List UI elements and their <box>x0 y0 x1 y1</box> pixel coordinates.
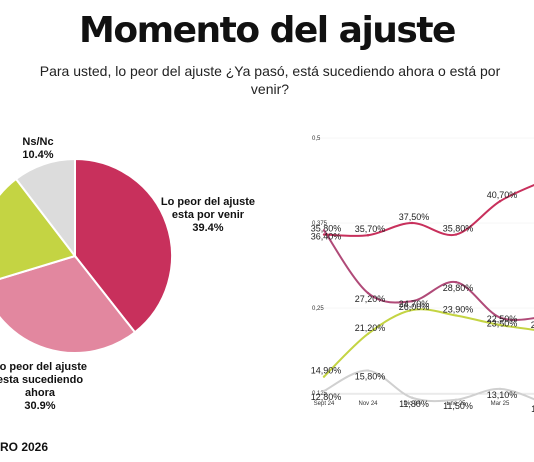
series-3-point-1 <box>366 369 370 372</box>
pie-label-por-venir: Lo peor del ajuste esta por venir 39.4% <box>160 196 256 235</box>
pie-slice-1 <box>0 254 137 354</box>
series-3-point-3 <box>454 398 458 401</box>
footer-source: RO 2026 <box>0 440 49 454</box>
x-tick-label-1: Nov 24 <box>358 401 378 407</box>
pie-slice-3 <box>14 157 76 259</box>
pie-label-ahora: Lo peor del ajuste esta sucediendo ahora… <box>0 361 90 413</box>
pie-slice-2 <box>0 177 77 280</box>
series-0-point-1 <box>366 234 370 237</box>
series-3-label-0: 12,80% <box>311 392 342 402</box>
series-3-point-0 <box>322 389 326 393</box>
page-title: Momento del ajuste <box>79 10 456 51</box>
x-tick-label-0: Sept 24 <box>314 401 335 407</box>
pie-label-nsnc-value: 10.4% <box>22 149 54 161</box>
pie-label-por-venir-value: 39.4% <box>192 222 224 234</box>
y-tick-label-3: 0,125 <box>312 391 328 397</box>
series-2-point-1 <box>366 332 370 336</box>
series-line-1 <box>323 229 534 321</box>
series-3-label-5: 11,00% <box>531 404 534 414</box>
series-0-point-3 <box>454 233 458 236</box>
pie-slice-0 <box>74 157 173 334</box>
series-0-label-2: 37,50% <box>399 212 430 222</box>
series-2-label-0: 14,90% <box>311 366 342 376</box>
series-1-label-0: 36,40% <box>311 231 342 241</box>
line-chart: 0,5 0,375 0,25 0,125 Sept 24 Nov 24 Dic 24 Ene … <box>311 136 534 414</box>
y-tick-label-0: 0,5 <box>312 136 321 142</box>
x-tick-label-4: Mar 25 <box>491 401 510 407</box>
series-3-label-4: 13,10% <box>487 390 518 400</box>
series-1-label-1: 27,20% <box>355 294 386 304</box>
series-0-point-0 <box>322 233 326 236</box>
pie-chart <box>0 157 173 354</box>
series-2-point-4 <box>498 323 502 327</box>
series-1-label-3: 28,80% <box>443 283 474 293</box>
series-1-point-0 <box>322 229 326 232</box>
y-tick-label-2: 0,25 <box>312 306 324 312</box>
series-1-point-2 <box>410 300 414 303</box>
series-2-point-2 <box>410 308 414 312</box>
series-0-label-0: 35,80% <box>311 224 342 234</box>
pie-label-ahora-value: 30.9% <box>24 400 56 412</box>
series-3-point-4 <box>498 387 502 391</box>
series-2-label-1: 21,20% <box>355 323 386 333</box>
series-3-label-3: 11,50% <box>443 401 473 411</box>
series-1-label-4: 23,60% <box>487 319 518 329</box>
pie-label-nsnc-name: Ns/Nc <box>22 136 54 148</box>
x-tick-label-3: Ene 25 <box>446 401 466 407</box>
series-1-label-2: 26,00% <box>399 302 430 312</box>
series-2-label-3: 23,90% <box>443 304 474 314</box>
series-2-label-5: 21,60% <box>531 320 534 330</box>
series-line-0 <box>323 183 534 237</box>
pie-label-nsnc: Ns/Nc 10.4% <box>18 136 58 162</box>
series-2-point-0 <box>322 375 326 378</box>
series-0-point-4 <box>498 200 502 203</box>
series-0-label-3: 35,80% <box>443 224 474 234</box>
pie-label-ahora-name: Lo peor del ajuste esta sucediendo ahora <box>0 361 88 399</box>
series-1-point-1 <box>366 291 370 295</box>
series-line-2 <box>323 308 534 378</box>
series-0-label-4: 40,70% <box>487 190 518 200</box>
series-1-point-3 <box>454 280 458 284</box>
series-3-label-1: 15,80% <box>355 372 386 382</box>
series-1-point-4 <box>498 316 502 319</box>
series-0-point-2 <box>410 221 414 225</box>
series-2-label-2: 24,70% <box>399 299 430 309</box>
series-2-label-4: 22,50% <box>487 314 518 324</box>
series-2-point-3 <box>454 314 458 317</box>
series-line-3 <box>323 369 534 403</box>
series-3-label-2: 11,80% <box>399 399 429 409</box>
pie-label-por-venir-name: Lo peor del ajuste esta por venir <box>160 196 256 221</box>
series-3-point-2 <box>410 396 414 399</box>
series-0-label-1: 35,70% <box>355 224 386 234</box>
y-tick-label-1: 0,375 <box>312 221 328 227</box>
page-subtitle: Para usted, lo peor del ajuste ¿Ya pasó,… <box>39 63 501 97</box>
x-tick-label-2: Dic 24 <box>403 401 421 407</box>
